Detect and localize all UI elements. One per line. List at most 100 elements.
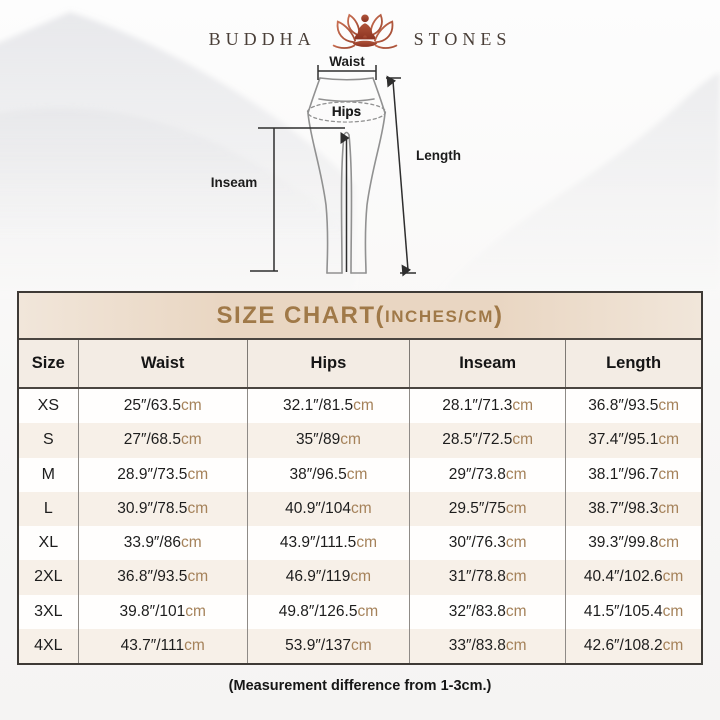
cell-value: 38″/96.5 <box>289 465 347 483</box>
column-header-length: Length <box>565 340 701 387</box>
value-cell: 33″/83.8 cm <box>409 628 565 663</box>
brand-name-left: BUDDHA <box>208 28 316 49</box>
size-chart-title: SIZE CHART(INCHES/CM) <box>19 293 701 340</box>
value-cell: 27″/68.5 cm <box>77 423 247 458</box>
value-cell: 31″/78.8 cm <box>409 560 565 595</box>
table-row: XS 25″/63.5 cm 32.1″/81.5 cm 28.1″/71.3 cm … <box>19 389 701 424</box>
value-cell: 28.1″/71.3 cm <box>409 389 565 424</box>
brand-name-right: STONES <box>413 28 512 49</box>
cell-value: 25″/63.5 <box>123 397 181 415</box>
cell-value: 37.4″/95.1 <box>588 431 659 449</box>
cell-unit: cm <box>658 534 679 552</box>
size-cell: 4XL <box>34 636 63 654</box>
measurement-lines <box>250 65 416 277</box>
cell-value: 30″/76.3 <box>448 534 506 552</box>
title-unit: INCHES/CM <box>385 307 494 326</box>
table-row: 2XL 36.8″/93.5 cm 46.9″/119 cm 31″/78.8 cm … <box>19 560 701 595</box>
value-cell: 35″/89 cm <box>246 423 409 458</box>
table-row: 3XL 39.8″/101 cm 49.8″/126.5 cm 32″/83.8 cm… <box>19 594 701 629</box>
cell-value: 35″/89 <box>295 431 341 449</box>
cell-unit: cm <box>185 602 206 620</box>
cell-unit: cm <box>505 636 527 654</box>
value-cell: 36.8″/93.5 cm <box>77 560 247 595</box>
cell-value: 43.7″/111 <box>120 636 185 654</box>
cell-unit: cm <box>346 465 368 483</box>
value-cell: 30″/76.3 cm <box>409 526 565 561</box>
cell-value: 28.5″/72.5 <box>442 431 513 449</box>
cell-unit: cm <box>180 534 202 552</box>
cell-value: 28.9″/73.5 <box>117 465 188 483</box>
length-label: Length <box>416 148 461 163</box>
column-header-waist: Waist <box>77 340 247 387</box>
size-cell: XL <box>38 534 59 552</box>
table-row: M 28.9″/73.5 cm 38″/96.5 cm 29″/73.8 cm 38.… <box>19 457 701 492</box>
cell-value: 40.4″/102.6 <box>583 568 663 586</box>
value-cell: 25″/63.5 cm <box>77 389 247 424</box>
value-cell: 40.4″/102.6 cm <box>565 560 701 595</box>
value-cell: 29.5″/75 cm <box>409 491 565 526</box>
cell-value: 53.9″/137 <box>285 636 351 654</box>
value-cell: 32.1″/81.5 cm <box>246 389 409 424</box>
hips-label: Hips <box>332 104 361 119</box>
cell-value: 36.8″/93.5 <box>588 397 659 415</box>
leggings-measurement-diagram: Waist Hips Hips Length Inseam <box>211 55 461 277</box>
column-header-size: Size <box>31 354 65 372</box>
cell-unit: cm <box>505 465 527 483</box>
cell-unit: cm <box>340 431 361 449</box>
cell-unit: cm <box>505 534 527 552</box>
cell-value: 41.5″/105.4 <box>583 602 663 620</box>
value-cell: 39.3″/99.8 cm <box>565 526 701 561</box>
size-cell: 3XL <box>34 602 63 620</box>
cell-unit: cm <box>187 568 209 586</box>
cell-value: 49.8″/126.5 <box>278 602 358 620</box>
value-cell: 32″/83.8 cm <box>409 594 565 629</box>
cell-unit: cm <box>658 431 679 449</box>
table-row: 4XL 43.7″/111 cm 53.9″/137 cm 33″/83.8 cm 4… <box>19 628 701 663</box>
column-header-inseam: Inseam <box>409 340 565 387</box>
cell-value: 38.7″/98.3 <box>588 499 659 517</box>
cell-unit: cm <box>351 499 372 517</box>
cell-unit: cm <box>187 499 209 517</box>
table-body: XS 25″/63.5 cm 32.1″/81.5 cm 28.1″/71.3 cm … <box>19 389 701 663</box>
value-cell: 41.5″/105.4 cm <box>565 594 701 629</box>
size-cell: M <box>41 465 55 483</box>
cell-unit: cm <box>350 568 372 586</box>
cell-unit: cm <box>357 602 379 620</box>
cell-value: 36.8″/93.5 <box>117 568 188 586</box>
hips-label-front: Hips <box>332 104 361 119</box>
cell-value: 32.1″/81.5 <box>283 397 354 415</box>
cell-unit: cm <box>351 636 372 654</box>
cell-unit: cm <box>180 431 202 449</box>
value-cell: 39.8″/101 cm <box>77 594 247 629</box>
cell-unit: cm <box>187 465 209 483</box>
cell-unit: cm <box>662 602 684 620</box>
brand-header: BUDDHA <box>0 6 720 62</box>
cell-value: 40.9″/104 <box>285 499 351 517</box>
cell-unit: cm <box>505 568 527 586</box>
cell-unit: cm <box>662 636 684 654</box>
cell-unit: cm <box>512 397 534 415</box>
table-row: L 30.9″/78.5 cm 40.9″/104 cm 29.5″/75 cm 38… <box>19 491 701 526</box>
cell-value: 28.1″/71.3 <box>442 397 513 415</box>
cell-unit: cm <box>658 465 679 483</box>
value-cell: 28.5″/72.5 cm <box>409 423 565 458</box>
cell-value: 29.5″/75 <box>448 499 506 517</box>
value-cell: 43.7″/111 cm <box>77 628 247 663</box>
lotus-meditation-icon <box>332 13 397 49</box>
cell-unit: cm <box>356 534 377 552</box>
value-cell: 28.9″/73.5 cm <box>77 457 247 492</box>
cell-unit: cm <box>353 397 374 415</box>
cell-value: 39.8″/101 <box>119 602 186 620</box>
cell-unit: cm <box>184 636 205 654</box>
size-chart-table: SIZE CHART(INCHES/CM) Size Waist Hips In… <box>17 291 703 665</box>
title-main: SIZE CHART( <box>216 301 386 329</box>
value-cell: 29″/73.8 cm <box>409 457 565 492</box>
cell-unit: cm <box>658 397 679 415</box>
value-cell: 40.9″/104 cm <box>246 491 409 526</box>
cell-unit: cm <box>658 499 679 517</box>
size-cell: XS <box>37 397 59 415</box>
cell-value: 46.9″/119 <box>285 568 351 586</box>
cell-value: 39.3″/99.8 <box>588 534 659 552</box>
cell-unit: cm <box>505 602 527 620</box>
size-cell: L <box>43 499 53 517</box>
